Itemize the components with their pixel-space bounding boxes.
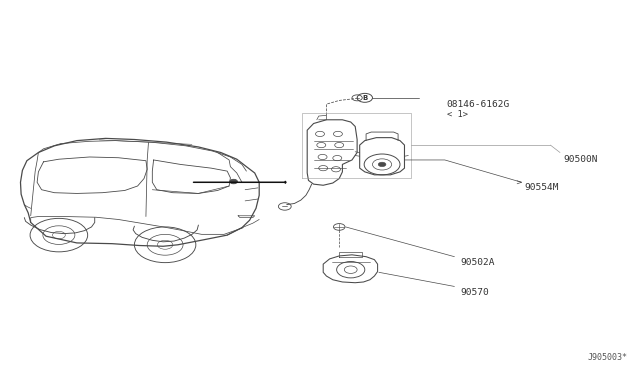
Text: < 1>: < 1> [447,110,468,119]
Text: 90570: 90570 [461,288,490,296]
Text: B: B [362,95,367,101]
Circle shape [378,162,386,167]
Text: J905003*: J905003* [588,353,627,362]
Text: 90502A: 90502A [461,258,495,267]
Text: 08146-6162G: 08146-6162G [447,100,510,109]
Circle shape [230,179,237,184]
Text: 90500N: 90500N [563,155,598,164]
Text: 90554M: 90554M [525,183,559,192]
